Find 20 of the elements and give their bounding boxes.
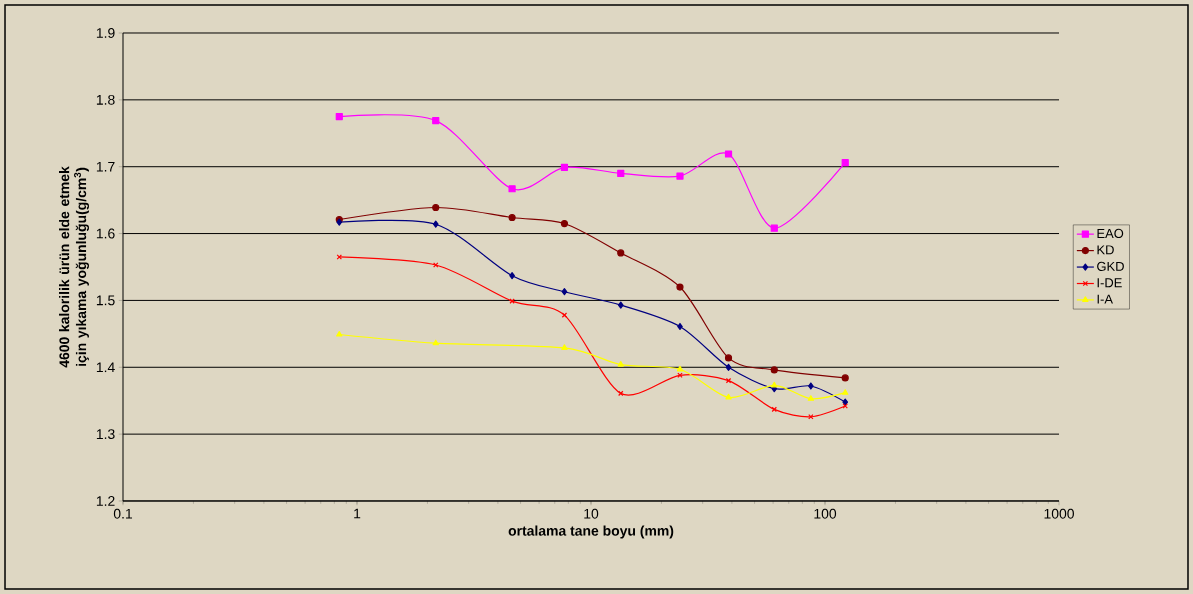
- x-tick-label: 10: [584, 508, 599, 519]
- x-tick-label: 100: [814, 508, 837, 519]
- y-tick-label: 1.6: [96, 228, 115, 239]
- x-tick-label: 1: [354, 508, 361, 519]
- x-tick-label: 0.1: [113, 508, 133, 519]
- y-tick-label: 1.7: [96, 161, 115, 172]
- y-tick-label: 1.2: [96, 496, 115, 506]
- y-axis-title: 4600 kalorilik ürün elde etmek için yıkama yoğunluğu(g/cm$^{3}$): [59, 166, 89, 368]
- x-axis-title: ortalama tane boyu (mm): [508, 525, 674, 539]
- y-tick-label: 1.3: [96, 429, 115, 440]
- y-tick-label: 1.8: [96, 94, 115, 105]
- legend-label: EAO: [1097, 228, 1124, 239]
- x-tick-label: 1000: [1044, 508, 1074, 519]
- y-tick-label: 1.4: [96, 362, 115, 373]
- y-tick-label: 1.5: [96, 295, 115, 306]
- legend-label: KD: [1097, 245, 1114, 255]
- legend-label: I-A: [1097, 294, 1113, 304]
- legend-label: GKD: [1097, 261, 1124, 271]
- y-tick-label: 1.9: [96, 28, 115, 38]
- legend-label: I-DE: [1097, 278, 1122, 288]
